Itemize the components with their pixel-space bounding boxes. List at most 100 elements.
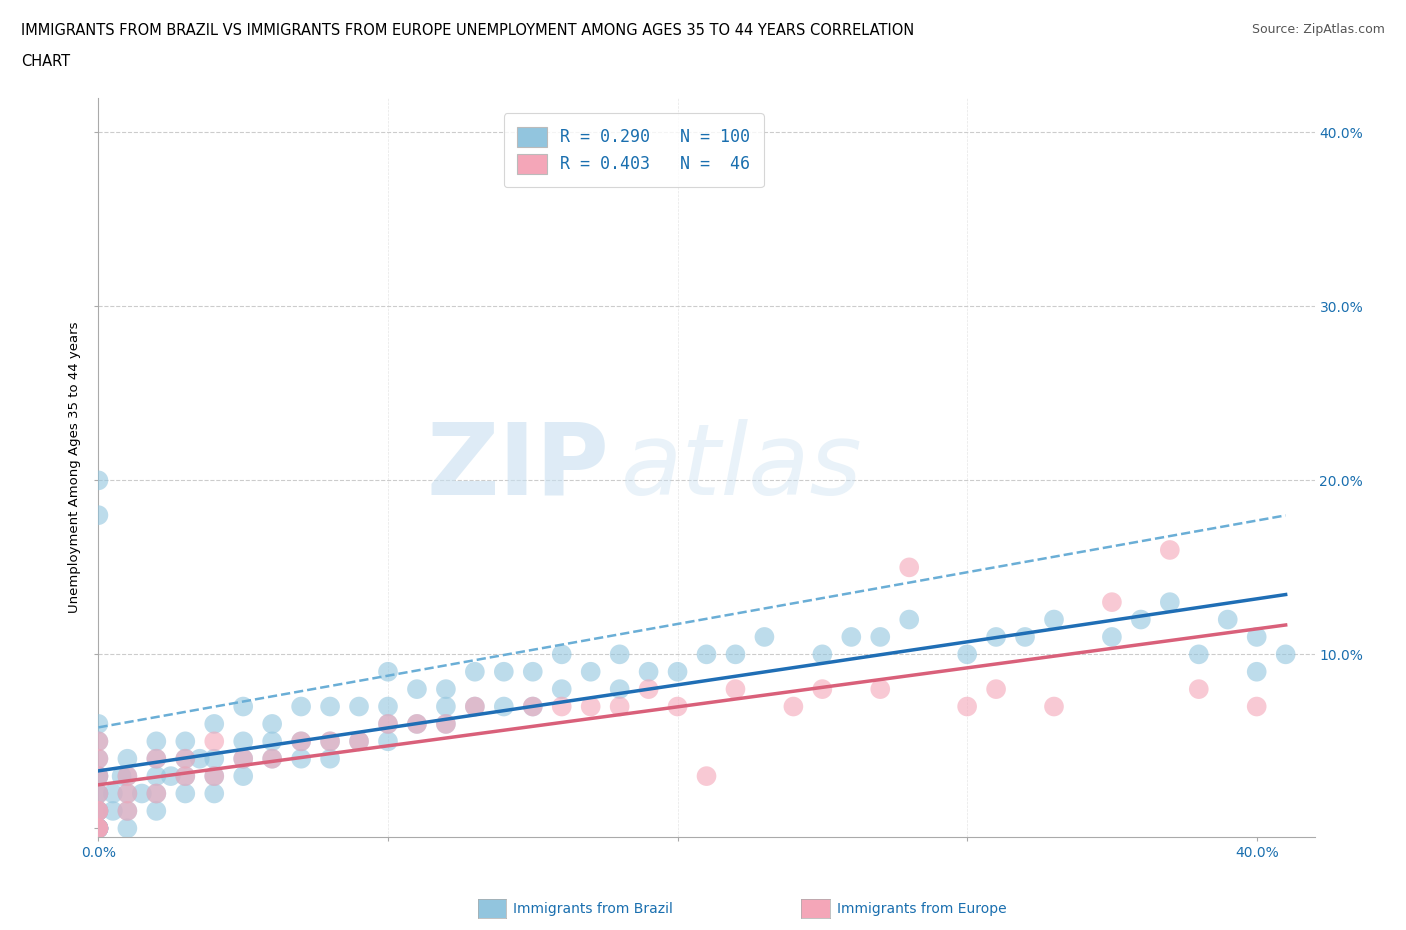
Point (1246, 630, 1268, 644)
Point (1101, 594, 1123, 609)
Text: ZIP: ZIP (426, 418, 609, 516)
Point (117, 769, 139, 784)
Point (87, 821, 110, 836)
Point (87, 821, 110, 836)
Point (159, 769, 181, 784)
Point (202, 751, 225, 766)
Point (87, 473, 110, 488)
Point (984, 630, 1007, 644)
Point (839, 630, 862, 644)
Point (666, 699, 689, 714)
Point (117, 751, 139, 766)
Text: Source: ZipAtlas.com: Source: ZipAtlas.com (1251, 23, 1385, 36)
Point (117, 804, 139, 818)
Point (637, 682, 659, 697)
Point (87, 734, 110, 749)
Point (87, 821, 110, 836)
Point (232, 699, 254, 714)
Point (956, 647, 979, 662)
Point (377, 716, 399, 731)
Point (174, 769, 197, 784)
Text: Immigrants from Europe: Immigrants from Europe (837, 901, 1007, 916)
Point (202, 716, 225, 731)
Point (232, 751, 254, 766)
Text: atlas: atlas (621, 418, 863, 516)
Point (522, 699, 544, 714)
Point (202, 734, 225, 749)
Point (406, 716, 429, 731)
Point (319, 734, 342, 749)
Point (898, 612, 921, 627)
Point (609, 699, 631, 714)
Point (464, 699, 486, 714)
Point (984, 682, 1007, 697)
Point (1014, 630, 1036, 644)
Point (232, 751, 254, 766)
Point (87, 786, 110, 801)
Point (434, 716, 457, 731)
Point (1246, 664, 1268, 679)
Point (1129, 612, 1152, 627)
Point (290, 734, 312, 749)
Point (724, 647, 747, 662)
Point (174, 734, 197, 749)
Point (1246, 699, 1268, 714)
Point (87, 786, 110, 801)
Point (202, 769, 225, 784)
Point (1188, 647, 1211, 662)
Point (117, 769, 139, 784)
Point (262, 751, 284, 766)
Point (811, 647, 834, 662)
Point (319, 699, 342, 714)
Point (101, 786, 124, 801)
Point (145, 804, 167, 818)
Point (551, 647, 574, 662)
Point (202, 769, 225, 784)
Point (609, 647, 631, 662)
Point (696, 769, 718, 784)
Point (145, 769, 167, 784)
Text: CHART: CHART (21, 54, 70, 69)
Point (898, 560, 921, 575)
Point (377, 699, 399, 714)
Point (87, 751, 110, 766)
Point (131, 786, 153, 801)
Point (87, 769, 110, 784)
Point (464, 664, 486, 679)
Point (869, 682, 891, 697)
Point (145, 751, 167, 766)
Point (174, 786, 197, 801)
Point (145, 786, 167, 801)
Point (869, 630, 891, 644)
Point (87, 769, 110, 784)
Point (117, 786, 139, 801)
Point (101, 804, 124, 818)
Point (347, 699, 370, 714)
Point (87, 821, 110, 836)
Point (174, 751, 197, 766)
Point (347, 734, 370, 749)
Point (87, 734, 110, 749)
Point (87, 769, 110, 784)
Point (262, 734, 284, 749)
Point (110, 769, 132, 784)
Point (117, 786, 139, 801)
Point (262, 716, 284, 731)
Point (319, 751, 342, 766)
Point (87, 821, 110, 836)
Point (434, 699, 457, 714)
Point (377, 664, 399, 679)
Point (551, 699, 574, 714)
Point (87, 804, 110, 818)
Point (87, 716, 110, 731)
Point (87, 508, 110, 523)
Point (87, 821, 110, 836)
Point (434, 682, 457, 697)
Point (174, 751, 197, 766)
Point (609, 682, 631, 697)
Point (724, 682, 747, 697)
Point (377, 716, 399, 731)
Point (377, 734, 399, 749)
Point (87, 804, 110, 818)
Point (87, 821, 110, 836)
